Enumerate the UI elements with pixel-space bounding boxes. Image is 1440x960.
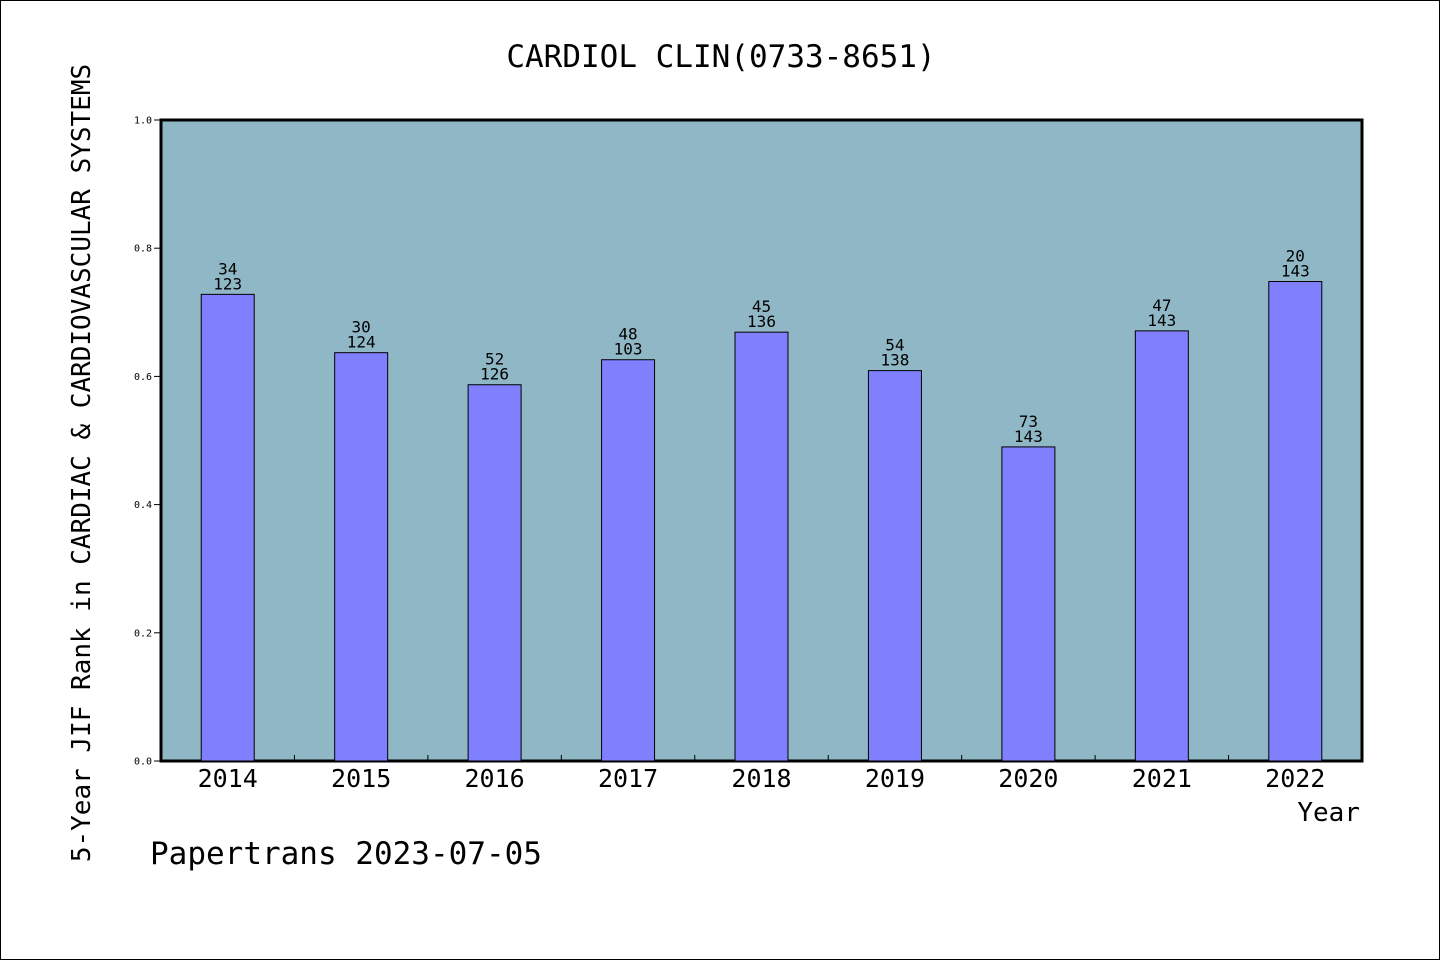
bar-2016 (467, 384, 522, 762)
y-axis-label: 5-Year JIF Rank in CARDIAC & CARDIOVASCU… (67, 64, 97, 862)
y-tick-label: 0.8 (134, 244, 152, 255)
x-tick-label: 2019 (865, 764, 925, 793)
bar-series (200, 281, 1323, 762)
bar-rank-label: 45 (752, 297, 771, 316)
bar-2022 (1268, 281, 1323, 762)
x-axis-label: Year (1297, 798, 1360, 828)
x-axis-tick-labels: 2014 2015 2016 2017 2018 2019 2020 2021 2022 (198, 764, 1326, 793)
y-tick-label: 0.2 (134, 628, 152, 639)
x-tick-label: 2022 (1265, 764, 1325, 793)
bar-2021 (1134, 330, 1189, 762)
bar-rank-label: 48 (618, 325, 637, 344)
x-tick-label: 2014 (198, 764, 258, 793)
y-tick-label: 0.6 (134, 372, 152, 383)
bar-total-label: 126 (480, 365, 509, 384)
bar-total-label: 123 (213, 274, 242, 293)
bar-total-label: 103 (614, 340, 643, 359)
bar-2018 (734, 331, 789, 762)
bar-2017 (601, 359, 656, 762)
y-tick-label: 0.4 (134, 500, 152, 511)
bar-rank-label: 52 (485, 350, 504, 369)
bar-total-label: 143 (1147, 311, 1176, 330)
x-tick-label: 2017 (598, 764, 658, 793)
bar-rank-label: 47 (1152, 296, 1171, 315)
bar-rank-label: 54 (885, 336, 904, 355)
bar-2019 (867, 370, 922, 762)
y-tick-label: 0.0 (134, 757, 152, 768)
y-axis-ticks (154, 119, 161, 762)
x-tick-label: 2021 (1132, 764, 1192, 793)
bar-data-labels: 3412330124521264810345136541387314347143… (213, 247, 1309, 446)
y-axis-tick-labels: 0.0 0.2 0.4 0.6 0.8 1.0 (134, 116, 152, 768)
x-tick-label: 2018 (731, 764, 791, 793)
x-tick-label: 2020 (998, 764, 1058, 793)
bar-total-label: 143 (1014, 427, 1043, 446)
bar-rank-label: 30 (352, 318, 371, 337)
bar-total-label: 143 (1281, 262, 1310, 281)
bar-total-label: 124 (347, 333, 376, 352)
bar-rank-label: 73 (1019, 412, 1038, 431)
footer-credit: Papertrans 2023-07-05 (150, 836, 542, 872)
bar-2014 (200, 293, 255, 762)
chart-title: CARDIOL CLIN(0733-8651) (506, 39, 935, 75)
bar-rank-label: 20 (1286, 247, 1305, 266)
bar-rank-label: 34 (218, 259, 237, 278)
bar-total-label: 138 (880, 351, 909, 370)
x-tick-label: 2016 (465, 764, 525, 793)
bar-2020 (1001, 446, 1056, 762)
x-axis-ticks (293, 755, 1230, 761)
y-tick-label: 1.0 (134, 116, 152, 127)
bar-total-label: 136 (747, 312, 776, 331)
x-tick-label: 2015 (331, 764, 391, 793)
bar-2015 (334, 352, 389, 762)
